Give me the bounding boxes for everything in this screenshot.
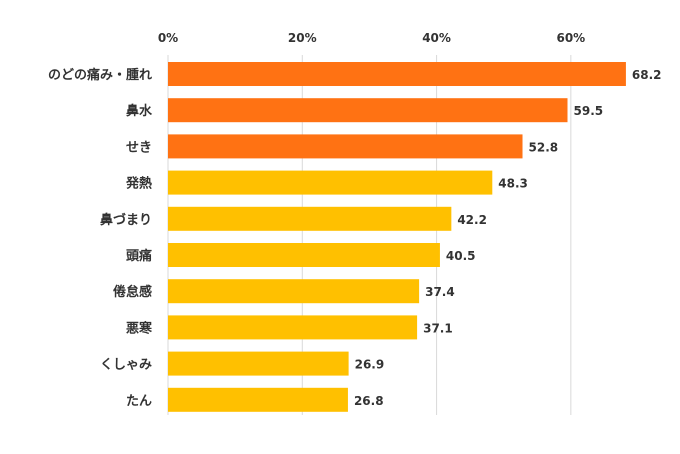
bar: [168, 170, 493, 195]
category-label: たん: [126, 394, 152, 409]
x-tick-label: 0%: [158, 31, 178, 45]
value-label: 40.5: [446, 249, 476, 263]
value-label: 26.9: [355, 358, 385, 372]
bar: [168, 206, 452, 231]
category-label: 鼻水: [126, 103, 153, 119]
category-label: のどの痛み・腫れ: [48, 67, 152, 83]
category-label: せき: [126, 140, 152, 155]
value-labels: 68.2 59.5 52.8 48.3 42.2 40.5 37.4 37.1 26.9 26.8: [354, 68, 662, 408]
category-label: 悪寒: [126, 320, 153, 336]
value-label: 42.2: [457, 213, 487, 227]
bar: [168, 243, 440, 267]
x-tick-label: 60%: [556, 31, 585, 45]
value-label: 26.8: [354, 394, 384, 408]
x-tick-label: 20%: [288, 31, 317, 45]
bar: [168, 387, 348, 412]
bar: [168, 98, 568, 123]
category-label: くしゃみ: [100, 358, 152, 373]
value-label: 37.4: [425, 285, 455, 299]
value-label: 59.5: [574, 104, 604, 118]
x-tick-label: 40%: [422, 31, 451, 45]
bar: [168, 62, 626, 86]
x-axis-ticks: 0% 20% 40% 60%: [158, 31, 585, 45]
category-label: 鼻づまり: [100, 212, 152, 228]
bar: [168, 134, 523, 159]
category-label: 頭痛: [126, 248, 152, 264]
bar: [168, 279, 420, 304]
category-label: 倦怠感: [113, 284, 152, 300]
bars: [168, 62, 626, 412]
bar: [168, 351, 349, 376]
category-label: 発熱: [125, 176, 152, 192]
value-label: 37.1: [423, 321, 453, 335]
bar: [168, 315, 418, 340]
value-label: 68.2: [632, 68, 662, 82]
value-label: 52.8: [529, 140, 559, 154]
value-label: 48.3: [498, 177, 528, 191]
